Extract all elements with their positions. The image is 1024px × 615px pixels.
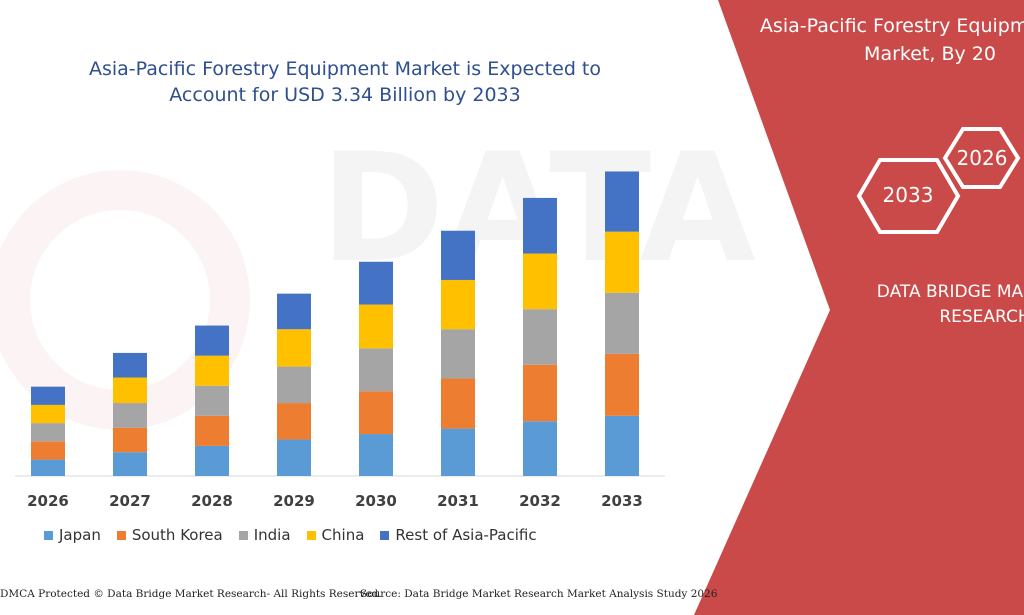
x-tick-label: 2030	[355, 492, 397, 510]
legend-item: Rest of Asia-Pacific	[380, 526, 537, 544]
bar-2032-rest-of-asia-pacific	[523, 197, 557, 254]
bar-2033-india	[605, 292, 639, 354]
bar-2026-south-korea	[31, 441, 65, 460]
panel-title: Asia-Pacific Forestry Equipme Market, By…	[750, 12, 1024, 68]
legend-item: Japan	[44, 526, 101, 544]
panel-title-line2: Market, By 20	[864, 43, 996, 65]
legend-swatch	[238, 530, 248, 540]
hex-label-2033: 2033	[882, 183, 934, 207]
bar-2031-india	[441, 329, 475, 379]
bar-2029-japan	[277, 439, 311, 476]
bar-2032-japan	[523, 421, 557, 476]
bar-2027-japan	[113, 452, 147, 476]
copyright-notice: DMCA Protected © Data Bridge Market Rese…	[0, 588, 382, 600]
bar-2028-south-korea	[195, 415, 229, 446]
x-tick-label: 2032	[519, 492, 561, 510]
x-tick-label: 2027	[109, 492, 151, 510]
legend-swatch	[380, 530, 390, 540]
bar-2027-south-korea	[113, 427, 147, 453]
hex-label-2026: 2026	[956, 146, 1008, 170]
bar-2026-india	[31, 423, 65, 442]
legend-swatch	[44, 530, 53, 540]
bar-2032-china	[523, 253, 557, 310]
bar-2030-south-korea	[359, 391, 393, 435]
bar-2029-china	[277, 329, 311, 367]
x-tick-label: 2026	[27, 492, 69, 510]
legend-item: China	[306, 526, 365, 544]
bar-2027-china	[113, 377, 147, 404]
panel-title-line1: Asia-Pacific Forestry Equipme	[759, 15, 1024, 37]
bar-2028-india	[195, 385, 229, 416]
bar-2026-rest-of-asia-pacific	[31, 386, 65, 405]
bar-2030-rest-of-asia-pacific	[359, 261, 393, 305]
bar-2031-south-korea	[441, 378, 475, 429]
bar-2026-japan	[31, 459, 65, 476]
bar-2031-japan	[441, 428, 475, 476]
bar-2032-south-korea	[523, 364, 557, 422]
legend-swatch	[306, 530, 316, 540]
bar-2030-india	[359, 348, 393, 392]
bar-2030-japan	[359, 434, 393, 476]
legend-label: Japan	[59, 526, 101, 544]
legend-swatch	[116, 530, 126, 540]
chart-title: Asia-Pacific Forestry Equipment Market i…	[60, 56, 630, 108]
bar-2029-rest-of-asia-pacific	[277, 293, 311, 330]
hexagon-2026	[942, 127, 1021, 189]
bar-2031-china	[441, 279, 475, 330]
legend-label: India	[253, 526, 291, 544]
bar-2033-japan	[605, 415, 639, 476]
bar-2029-india	[277, 366, 311, 404]
brand-line1: DATA BRIDGE MA	[876, 282, 1024, 302]
right-panel	[694, 0, 1024, 615]
bar-2033-south-korea	[605, 353, 639, 416]
x-tick-label: 2029	[273, 492, 315, 510]
legend-label: Rest of Asia-Pacific	[395, 526, 537, 544]
bar-2030-china	[359, 304, 393, 349]
bar-2028-china	[195, 355, 229, 386]
bar-2028-rest-of-asia-pacific	[195, 325, 229, 356]
legend-item: South Korea	[116, 526, 223, 544]
stacked-bar-chart: 2026 2027 2028 2029 2030 2031 2032 2033	[15, 171, 665, 510]
bar-2027-india	[113, 403, 147, 428]
x-tick-label: 2031	[437, 492, 479, 510]
legend-label: South Korea	[131, 526, 223, 544]
bar-2026-china	[31, 404, 65, 424]
chart-title-line2: Account for USD 3.34 Billion by 2033	[169, 84, 521, 106]
bar-2027-rest-of-asia-pacific	[113, 352, 147, 378]
x-tick-label: 2033	[601, 492, 643, 510]
hexagon-2033	[856, 158, 961, 234]
bar-2032-india	[523, 309, 557, 365]
chart-legend: Japan South Korea India China Rest of Asia-P…	[44, 526, 553, 544]
legend-label: China	[321, 526, 365, 544]
bar-2031-rest-of-asia-pacific	[441, 230, 475, 280]
bar-2033-rest-of-asia-pacific	[605, 171, 639, 232]
bar-2029-south-korea	[277, 403, 311, 440]
chart-title-line1: Asia-Pacific Forestry Equipment Market i…	[88, 58, 601, 80]
x-tick-label: 2028	[191, 492, 233, 510]
bar-2033-china	[605, 231, 639, 293]
legend-item: India	[238, 526, 291, 544]
bar-2028-japan	[195, 445, 229, 476]
source-note: Source: Data Bridge Market Research Mark…	[360, 588, 718, 600]
brand-line2: RESEARCH	[939, 307, 1024, 327]
brand-name: DATA BRIDGE MA RESEARCH	[850, 280, 1024, 330]
